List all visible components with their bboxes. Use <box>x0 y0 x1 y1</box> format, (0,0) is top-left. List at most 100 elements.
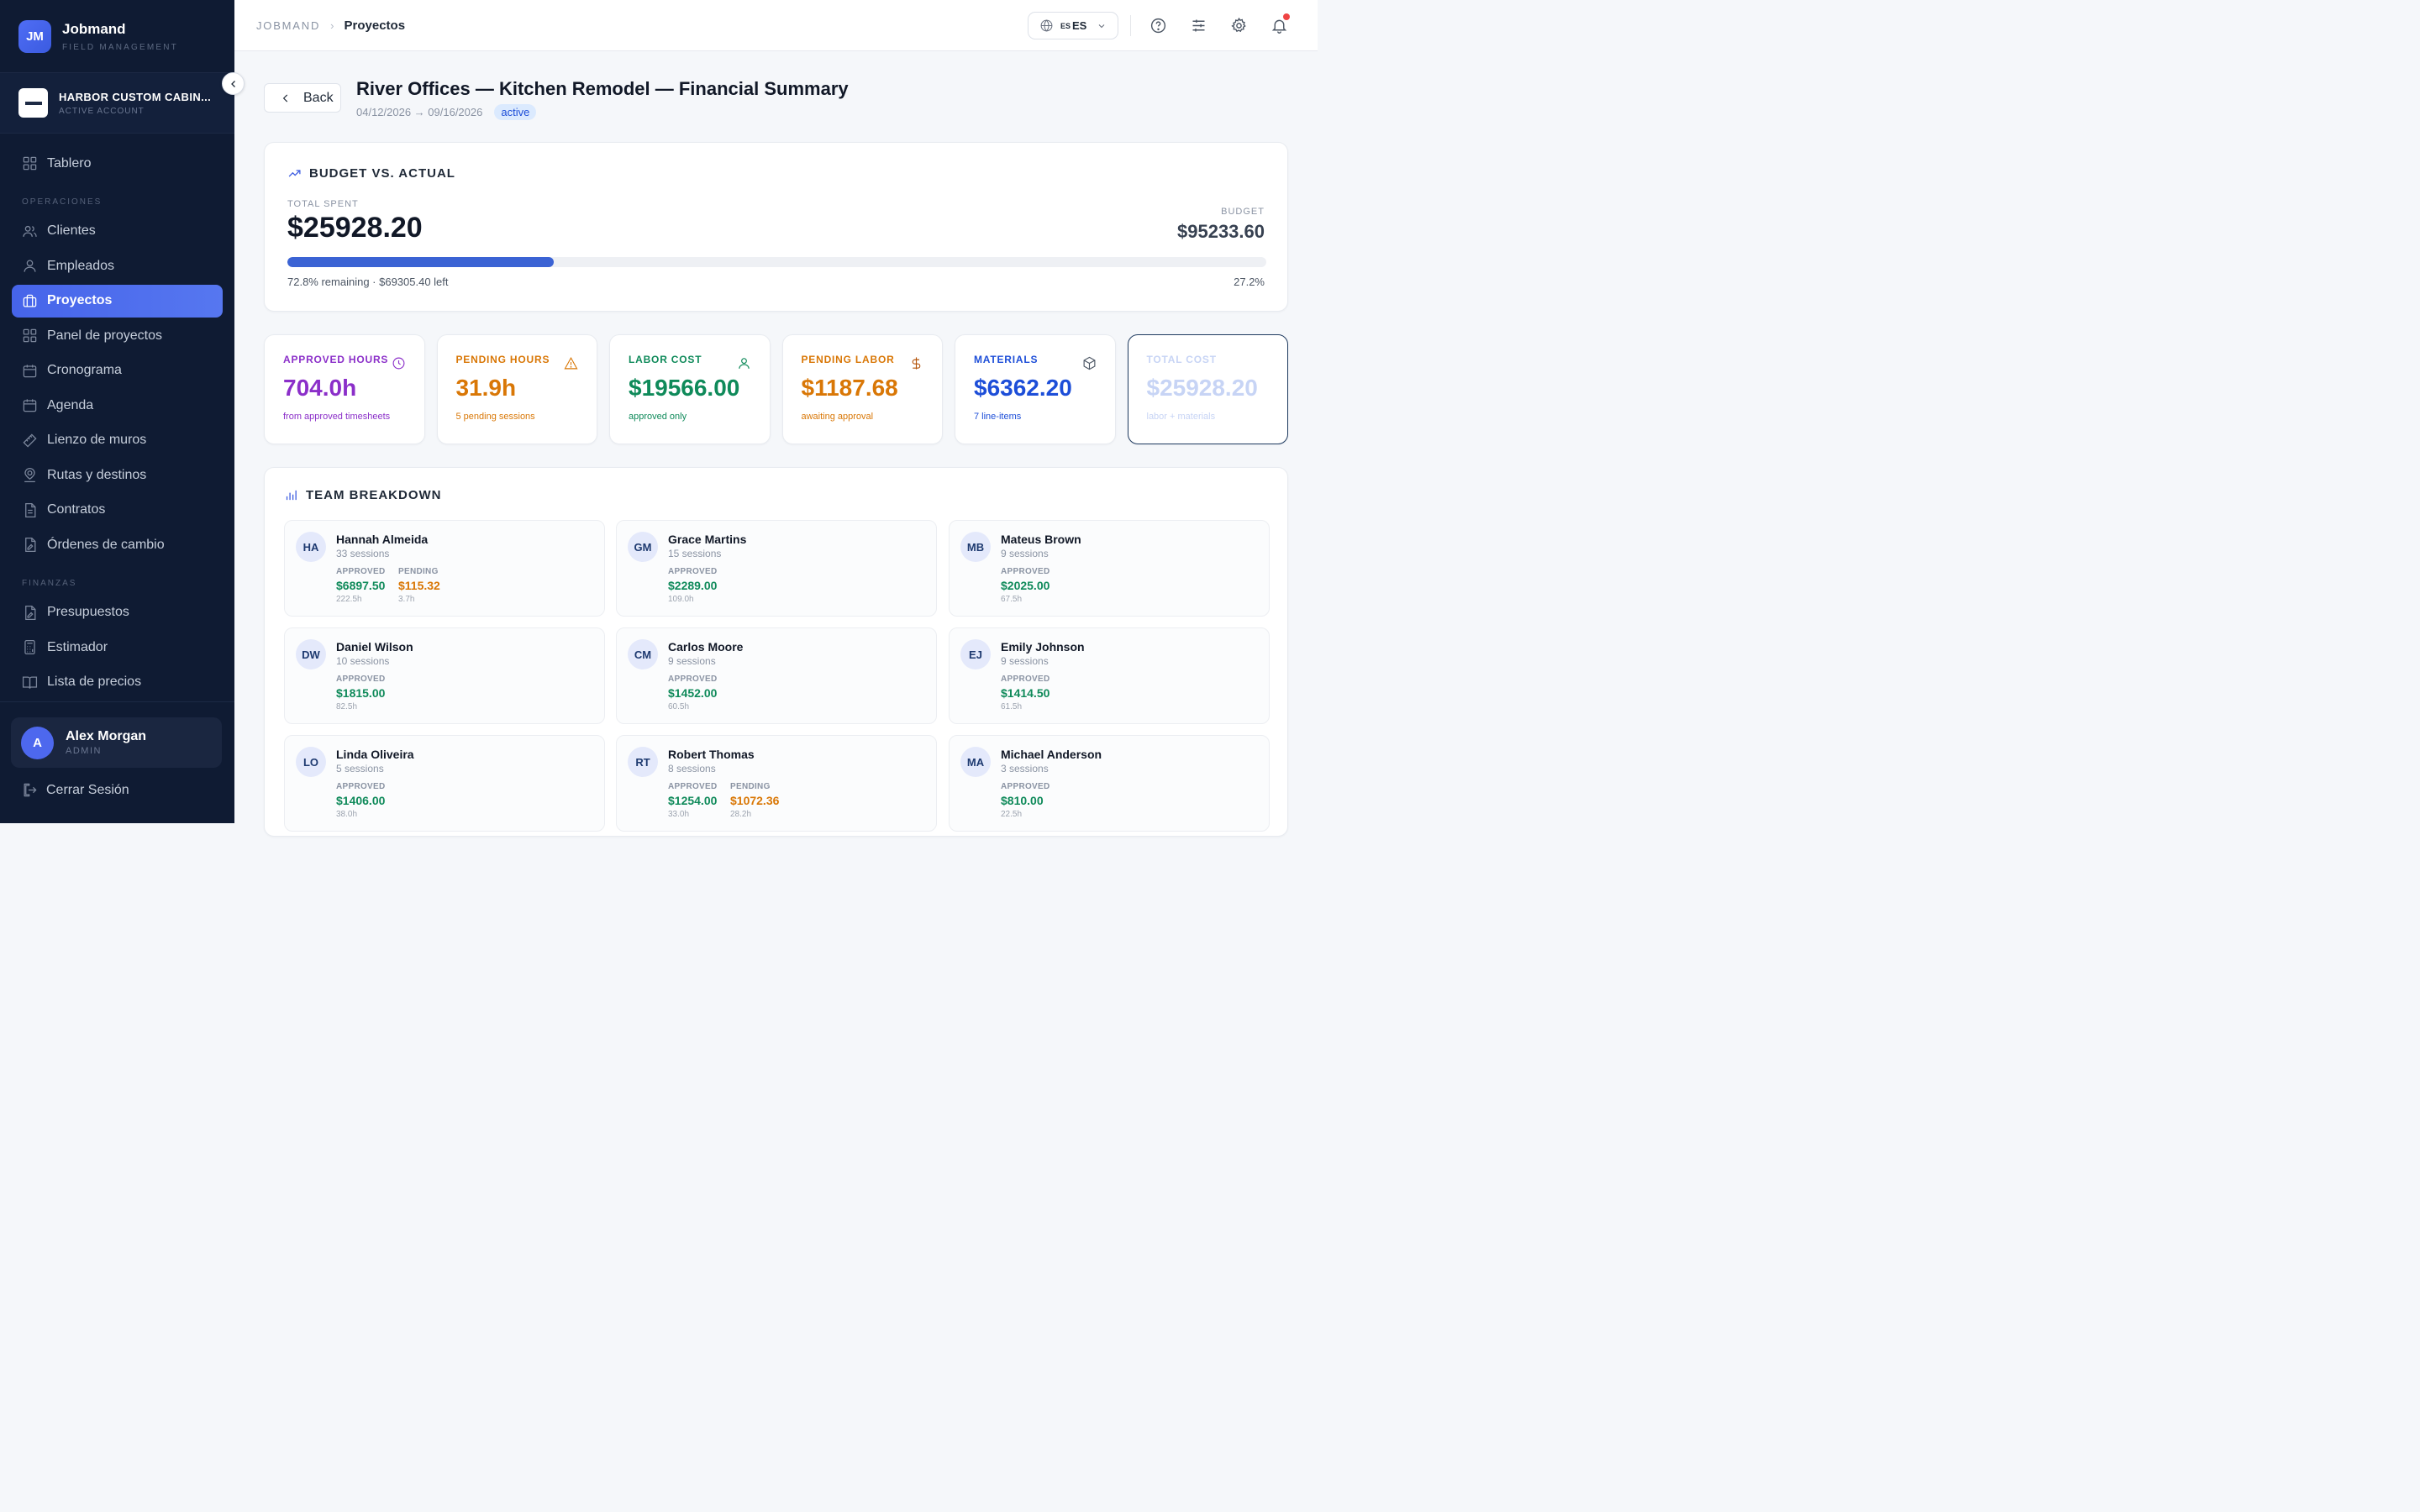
stat-materials[interactable]: MATERIALS $6362.20 7 line-items <box>955 334 1116 444</box>
sidebar-item-rutas-y-destinos[interactable]: Rutas y destinos <box>12 459 223 491</box>
main-content: Back River Offices — Kitchen Remodel — F… <box>264 51 1288 837</box>
member-avatar: LO <box>296 747 326 777</box>
approved-hours: 22.5h <box>1001 810 1023 819</box>
language-selector[interactable]: ES ES <box>1028 12 1118 39</box>
stat-label: TOTAL COST <box>1146 354 1217 365</box>
topbar: JOBMAND › Proyectos ES ES <box>234 0 1318 51</box>
team-member-card[interactable]: MA Michael Anderson 3 sessions APPROVED $810… <box>949 735 1270 832</box>
user-card[interactable]: A Alex Morgan ADMIN <box>11 717 222 768</box>
user-icon <box>24 260 36 272</box>
user-name: Alex Morgan <box>66 729 147 743</box>
total-spent-value: $25928.20 <box>287 212 423 244</box>
help-button[interactable] <box>1149 16 1167 34</box>
approved-label: APPROVED <box>336 782 386 791</box>
team-member-card[interactable]: DW Daniel Wilson 10 sessions APPROVED $1815.… <box>284 627 605 724</box>
member-avatar: GM <box>628 532 658 562</box>
team-member-card[interactable]: HA Hannah Almeida 33 sessions APPROVED $6897… <box>284 520 605 617</box>
sidebar-item-clientes[interactable]: Clientes <box>12 215 223 248</box>
document-edit-icon <box>25 605 36 620</box>
sidebar-item-lienzo-de-muros[interactable]: Lienzo de muros <box>12 424 223 457</box>
sidebar-item-lista-de-precios[interactable]: Lista de precios <box>12 666 223 699</box>
approved-hours: 82.5h <box>336 702 358 711</box>
approved-label: APPROVED <box>668 675 718 684</box>
chevron-left-icon <box>230 80 235 87</box>
approved-hours: 33.0h <box>668 810 690 819</box>
briefcase-icon <box>23 294 37 307</box>
sidebar-item-label: Contratos <box>47 502 106 517</box>
sidebar-item-tablero[interactable]: Tablero <box>12 147 223 180</box>
sidebar-item-label: Cronograma <box>47 363 122 377</box>
stat-pending-hours[interactable]: PENDING HOURS 31.9h 5 pending sessions <box>436 334 597 444</box>
approved-amount: $2025.00 <box>1001 579 1050 592</box>
stat-total-cost[interactable]: TOTAL COST $25928.20 labor + materials <box>1127 334 1288 444</box>
member-approved: APPROVED $1452.00 60.5h <box>668 675 718 711</box>
sidebar-item-panel-de-proyectos[interactable]: Panel de proyectos <box>12 319 223 352</box>
stat-labor-cost[interactable]: LABOR COST $19566.00 approved only <box>609 334 771 444</box>
stat-pending-labor[interactable]: PENDING LABOR $1187.68 awaiting approval <box>781 334 943 444</box>
stat-value: $6362.20 <box>974 375 1072 401</box>
member-name: Robert Thomas <box>668 748 755 761</box>
sidebar-item-estimador[interactable]: Estimador <box>12 631 223 664</box>
breadcrumb-root[interactable]: JOBMAND <box>256 18 321 32</box>
stat-value: $19566.00 <box>629 375 740 401</box>
member-approved: APPROVED $1815.00 82.5h <box>336 675 386 711</box>
sidebar-item-empleados[interactable]: Empleados <box>12 249 223 282</box>
sidebar-item-ordenes-de-cambio[interactable]: Órdenes de cambio <box>12 528 223 561</box>
team-member-card[interactable]: LO Linda Oliveira 5 sessions APPROVED $1406.… <box>284 735 605 832</box>
breadcrumb-current: Proyectos <box>344 18 406 33</box>
date-range: 04/12/2026 → 09/16/2026 <box>356 106 483 118</box>
member-approved: APPROVED $1254.00 33.0h <box>668 782 718 819</box>
logout-icon <box>24 783 37 797</box>
member-sessions: 10 sessions <box>336 655 390 667</box>
account-name: HARBOR CUSTOM CABIN... <box>59 90 212 103</box>
notifications-button[interactable] <box>1270 13 1290 34</box>
logout-button[interactable]: Cerrar Sesión <box>22 782 129 798</box>
account-switcher[interactable]: HARBOR CUSTOM CABIN... ACTIVE ACCOUNT <box>0 73 234 134</box>
member-pending: PENDING $115.32 3.7h <box>398 567 440 604</box>
budget-card: BUDGET VS. ACTUAL TOTAL SPENT $25928.20 … <box>264 142 1288 312</box>
stats-row: APPROVED HOURS 704.0h from approved time… <box>264 334 1288 444</box>
sidebar-item-proyectos[interactable]: Proyectos <box>12 284 223 318</box>
status-badge: active <box>494 104 537 120</box>
ruler-icon <box>23 433 37 448</box>
avatar: A <box>21 726 54 759</box>
team-member-card[interactable]: EJ Emily Johnson 9 sessions APPROVED $1414.5… <box>949 627 1270 724</box>
team-card-title: TEAM BREAKDOWN <box>284 488 442 502</box>
member-approved: APPROVED $1406.00 38.0h <box>336 782 386 819</box>
member-name: Emily Johnson <box>1001 640 1085 654</box>
budget-progress-fill <box>287 257 554 267</box>
team-member-card[interactable]: GM Grace Martins 15 sessions APPROVED $2289.… <box>616 520 937 617</box>
sidebar-item-agenda[interactable]: Agenda <box>12 389 223 422</box>
remaining-text: 72.8% remaining · $69305.40 left <box>287 276 449 288</box>
sidebar-item-presupuestos[interactable]: Presupuestos <box>12 596 223 629</box>
member-sessions: 33 sessions <box>336 548 390 559</box>
team-member-card[interactable]: RT Robert Thomas 8 sessions APPROVED $1254.0… <box>616 735 937 832</box>
sidebar-collapse-button[interactable] <box>222 72 245 95</box>
back-button[interactable]: Back <box>264 83 341 113</box>
stat-subtitle: labor + materials <box>1146 412 1216 422</box>
stat-approved-hours[interactable]: APPROVED HOURS 704.0h from approved time… <box>264 334 425 444</box>
section-label-finanzas: FINANZAS <box>22 578 77 588</box>
map-pin-icon <box>24 467 35 483</box>
settings-button[interactable] <box>1229 16 1248 34</box>
sidebar-item-contratos[interactable]: Contratos <box>12 494 223 527</box>
sidebar-item-label: Clientes <box>47 223 96 238</box>
brand-logo: JM <box>18 19 51 53</box>
member-avatar: EJ <box>960 639 991 669</box>
sidebar-item-cronograma[interactable]: Cronograma <box>12 354 223 387</box>
logout-label: Cerrar Sesión <box>46 782 129 797</box>
team-member-card[interactable]: MB Mateus Brown 9 sessions APPROVED $2025.00… <box>949 520 1270 617</box>
stat-label: PENDING HOURS <box>455 354 550 365</box>
page-header: Back River Offices — Kitchen Remodel — F… <box>264 51 1288 141</box>
team-member-card[interactable]: CM Carlos Moore 9 sessions APPROVED $1452.00… <box>616 627 937 724</box>
member-sessions: 9 sessions <box>1001 655 1049 667</box>
filters-button[interactable] <box>1189 16 1207 34</box>
brand-subtitle: FIELD MANAGEMENT <box>62 42 178 52</box>
grid-icon <box>23 156 37 171</box>
approved-label: APPROVED <box>668 567 718 576</box>
grid-icon <box>23 328 37 343</box>
stat-label: MATERIALS <box>974 354 1039 365</box>
sidebar-item-label: Lista de precios <box>47 675 142 689</box>
member-approved: APPROVED $810.00 22.5h <box>1001 782 1050 819</box>
user-role: ADMIN <box>66 746 102 756</box>
